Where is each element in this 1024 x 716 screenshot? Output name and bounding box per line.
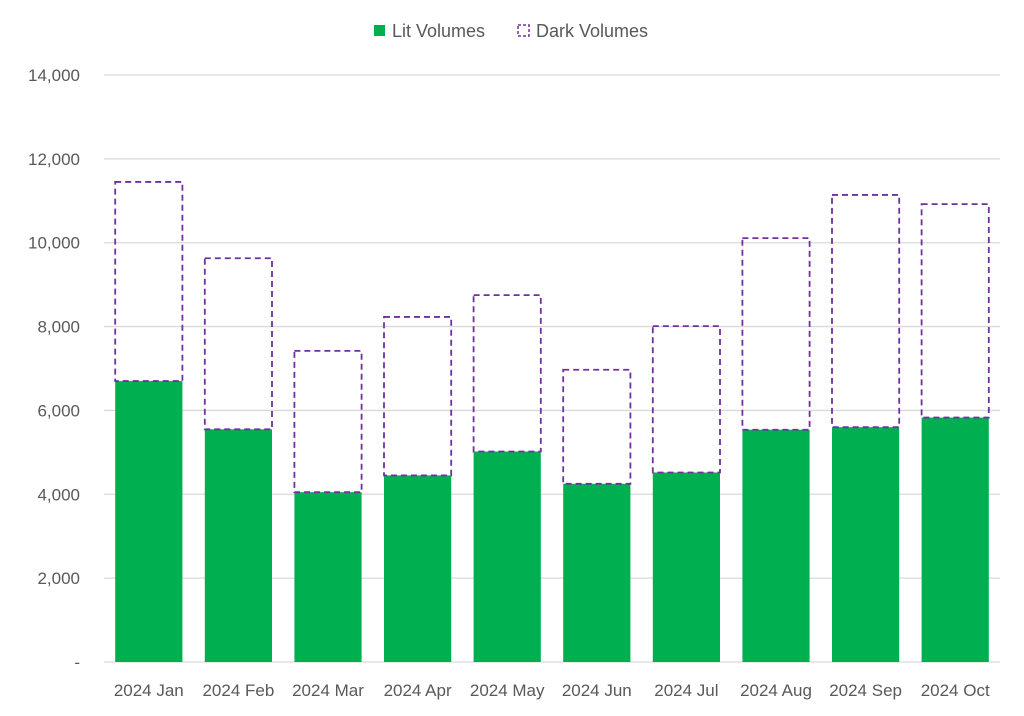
bar-dark-volumes (562, 368, 632, 485)
legend: Lit Volumes Dark Volumes (374, 21, 648, 41)
bar-lit-volumes (115, 381, 183, 662)
legend-swatch-dark (517, 24, 530, 37)
bar-dark-volumes (831, 194, 901, 429)
bar-dark-volumes (741, 237, 811, 431)
legend-label-lit: Lit Volumes (392, 21, 485, 41)
bar-lit-volumes (384, 475, 452, 662)
x-tick-label: 2024 Apr (384, 681, 452, 700)
x-tick-label: 2024 Jan (114, 681, 184, 700)
x-tick-label: 2024 Jun (562, 681, 632, 700)
bar-lit-volumes (294, 492, 362, 662)
x-tick-label: 2024 Oct (921, 681, 990, 700)
x-tick-label: 2024 Aug (740, 681, 812, 700)
legend-label-dark: Dark Volumes (536, 21, 648, 41)
bars (114, 181, 990, 662)
x-tick-label: 2024 Mar (292, 681, 364, 700)
x-tick-label: 2024 Jul (654, 681, 718, 700)
bar-lit-volumes (921, 417, 989, 662)
x-axis: 2024 Jan 2024 Feb 2024 Mar 2024 Apr 2024 May… (114, 681, 990, 700)
bar-dark-volumes (920, 203, 990, 419)
bar-lit-volumes (563, 483, 631, 662)
bar-dark-volumes (651, 325, 721, 474)
x-tick-label: 2024 Sep (829, 681, 902, 700)
legend-swatch-lit (374, 25, 385, 36)
bar-lit-volumes (652, 472, 720, 662)
bar-dark-volumes (293, 349, 363, 494)
bar-dark-volumes (383, 316, 453, 477)
y-tick-label: 4,000 (37, 485, 80, 504)
y-tick-label: 14,000 (28, 66, 80, 85)
y-tick-label: 2,000 (37, 569, 80, 588)
y-tick-label: 12,000 (28, 150, 80, 169)
y-tick-label: 8,000 (37, 318, 80, 337)
bar-lit-volumes (204, 429, 272, 662)
x-tick-label: 2024 Feb (202, 681, 274, 700)
x-tick-label: 2024 May (470, 681, 545, 700)
bar-dark-volumes (114, 181, 184, 382)
bar-lit-volumes (473, 451, 541, 662)
bar-lit-volumes (832, 427, 900, 662)
bar-dark-volumes (203, 257, 273, 431)
bar-lit-volumes (742, 429, 810, 662)
y-tick-label: - (74, 653, 80, 672)
bar-dark-volumes (472, 294, 542, 453)
y-axis: - 2,000 4,000 6,000 8,000 10,000 12,000 14,000 (28, 66, 80, 672)
y-tick-label: 10,000 (28, 234, 80, 253)
y-tick-label: 6,000 (37, 401, 80, 420)
